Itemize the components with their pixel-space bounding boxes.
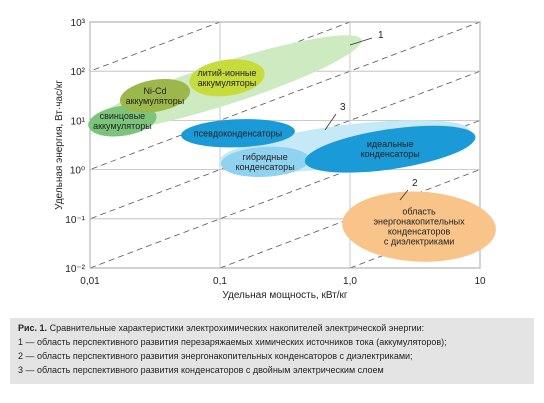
y-tick-label: 10³ (71, 18, 86, 29)
leader-line (399, 189, 409, 201)
regions (88, 35, 496, 262)
caption-item: 2 — область перспективного развития энер… (18, 351, 413, 361)
leader-line (349, 37, 373, 46)
region-label: литий-ионные (198, 68, 257, 78)
region-label: идеальные (367, 139, 414, 149)
caption-item: 1 — область перспективного развития пере… (18, 337, 447, 347)
region-label: энергонакопительных (373, 217, 465, 227)
y-tick-label: 10⁻² (65, 264, 85, 275)
region (119, 78, 191, 113)
x-tick-label: 0,1 (213, 276, 227, 287)
region (220, 146, 310, 177)
caption-item: 3 — область перспективного развития конд… (18, 365, 384, 375)
x-axis-label: Удельная мощность, кВт/кг (222, 290, 347, 301)
caption-figure: Рис. 1. (18, 323, 47, 333)
leader-line (324, 113, 337, 131)
region (181, 119, 295, 148)
region-number: 2 (412, 178, 418, 189)
caption-title: Рис. 1. Сравнительные характеристики эле… (18, 323, 424, 333)
region-number: 1 (378, 30, 384, 41)
region-label: область (402, 207, 436, 217)
x-tick-label: 1,0 (343, 276, 357, 287)
y-tick-label: 10¹ (71, 116, 86, 127)
region (189, 59, 265, 97)
region-label: аккумуляторы (198, 78, 257, 88)
region-number: 3 (340, 102, 346, 113)
region (88, 105, 157, 137)
region-label: гибридные (243, 152, 288, 162)
labels: 1 3 областьэнергонакопительныхконденсаторо… (93, 30, 465, 247)
caption-box (10, 318, 534, 384)
y-tick-label: 10⁰ (70, 166, 85, 177)
region-label: с диэлектриками (384, 237, 454, 247)
region-label: конденсаторы (236, 162, 295, 172)
region (304, 125, 476, 173)
region-label: псевдоконденсаторы (194, 128, 282, 138)
time-line (0, 0, 90, 268)
y-tick-label: 10⁻¹ (65, 215, 85, 226)
region-label: конденсаторы (361, 149, 420, 159)
y-tick-label: 10² (71, 67, 86, 78)
region-label: аккумуляторы (93, 121, 152, 131)
region-label: свинцовые (100, 111, 146, 121)
y-axis-label: Удельная энергия, Вт·час/кг (54, 80, 65, 210)
region-label: аккумуляторы (126, 96, 185, 106)
region-label: конденсаторов (388, 227, 451, 237)
x-tick-label: 10 (474, 276, 486, 287)
caption-text: Сравнительные характеристики электрохими… (47, 323, 424, 333)
region (342, 191, 496, 262)
x-tick-label: 0,01 (80, 276, 100, 287)
region-label: Ni-Cd (143, 86, 166, 96)
